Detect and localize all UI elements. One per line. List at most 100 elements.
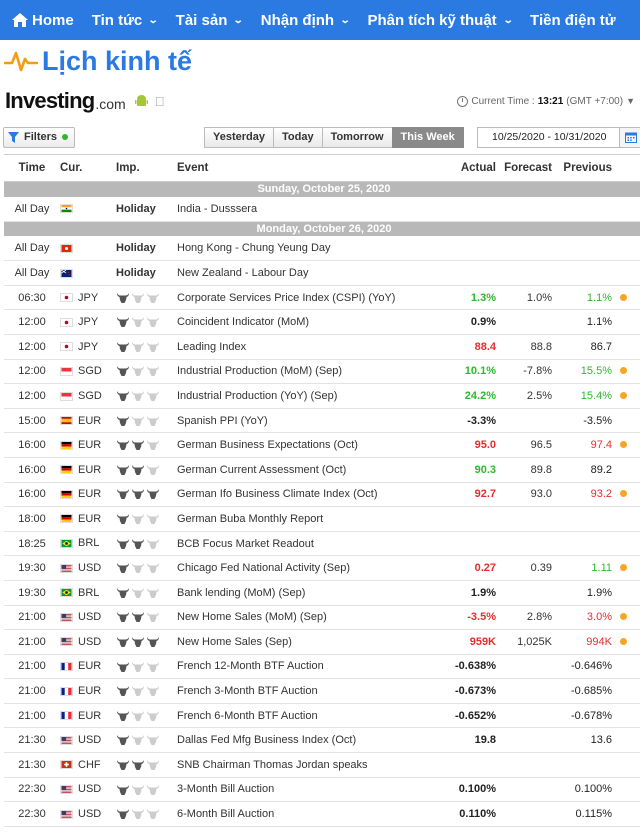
- event-name[interactable]: German Ifo Business Climate Index (Oct): [177, 482, 449, 508]
- table-row[interactable]: 19:30 USD Chicago Fed National Activity …: [4, 555, 640, 581]
- tab-today[interactable]: Today: [272, 126, 323, 148]
- table-row[interactable]: All Day Holiday India - Dusssera: [4, 196, 640, 222]
- bull-icon-empty: [147, 686, 159, 697]
- table-row[interactable]: 15:00 EUR Spanish PPI (YoY) -3.3% -3.5%: [4, 408, 640, 434]
- bull-icon-filled: [117, 366, 129, 377]
- bull-icon-empty: [147, 292, 159, 303]
- table-row[interactable]: 12:00 JPY Coincident Indicator (MoM) 0.9…: [4, 309, 640, 335]
- filters-button[interactable]: Filters: [3, 126, 76, 148]
- table-row[interactable]: 16:00 EUR German Ifo Business Climate In…: [4, 482, 640, 508]
- event-name[interactable]: New Home Sales (Sep): [177, 629, 449, 655]
- event-name[interactable]: French 12-Month BTF Auction: [177, 654, 449, 680]
- event-name[interactable]: Coincident Indicator (MoM): [177, 309, 449, 335]
- bull-icon-filled: [117, 440, 129, 451]
- event-name[interactable]: Industrial Production (MoM) (Sep): [177, 359, 449, 385]
- event-name[interactable]: Leading Index: [177, 334, 449, 360]
- event-name[interactable]: German Buba Monthly Report: [177, 506, 449, 532]
- nav-item-assets[interactable]: Tài sản ⌄: [167, 12, 252, 29]
- nav-home[interactable]: Home: [0, 12, 83, 29]
- table-row[interactable]: 21:00 EUR French 6-Month BTF Auction -0.…: [4, 703, 640, 729]
- currency-code: EUR: [78, 414, 102, 427]
- event-name[interactable]: French 3-Month BTF Auction: [177, 678, 449, 704]
- event-name[interactable]: New Home Sales (MoM) (Sep): [177, 605, 449, 631]
- currency-code: SGD: [78, 390, 102, 402]
- table-row[interactable]: 18:00 EUR German Buba Monthly Report: [4, 506, 640, 532]
- bull-icon-empty: [132, 513, 144, 524]
- event-name[interactable]: French 6-Month BTF Auction: [177, 703, 449, 729]
- table-row[interactable]: 18:25 BRL BCB Focus Market Readout: [4, 531, 640, 557]
- event-name[interactable]: Corporate Services Price Index (CSPI) (Y…: [177, 285, 449, 311]
- bull-icon-filled: [132, 440, 144, 451]
- table-row[interactable]: 12:00 JPY Leading Index 88.4 88.8 86.7: [4, 334, 640, 360]
- event-name[interactable]: German Current Assessment (Oct): [177, 457, 449, 483]
- revised-indicator-icon: [620, 637, 627, 645]
- tab-this-week[interactable]: This Week: [391, 126, 464, 148]
- chevron-down-icon: ⌄: [339, 14, 351, 26]
- nav-item-crypto[interactable]: Tiền điện tử: [521, 12, 625, 29]
- nav-item-technical[interactable]: Phân tích kỹ thuật ⌄: [358, 12, 521, 29]
- table-row[interactable]: 22:30 USD 6-Month Bill Auction 0.110% 0.…: [4, 801, 640, 827]
- investing-logo[interactable]: Investing .com : [5, 88, 164, 114]
- table-row[interactable]: 16:00 EUR German Current Assessment (Oct…: [4, 457, 640, 483]
- timezone-selector[interactable]: (GMT +7:00): [566, 95, 624, 107]
- event-name[interactable]: German Business Expectations (Oct): [177, 432, 449, 458]
- event-name[interactable]: 3-Month Bill Auction: [177, 777, 449, 803]
- event-name[interactable]: Chicago Fed National Activity (Sep): [177, 555, 449, 581]
- table-row[interactable]: 16:00 EUR German Business Expectations (…: [4, 432, 640, 458]
- importance-rating: [116, 334, 177, 360]
- calendar-button[interactable]: [619, 126, 640, 148]
- importance-rating: [116, 703, 177, 729]
- table-row[interactable]: 22:30 USD 3-Month Bill Auction 0.100% 0.…: [4, 777, 640, 803]
- table-row[interactable]: 21:30 USD Dallas Fed Mfg Business Index …: [4, 727, 640, 754]
- table-row[interactable]: 12:00 SGD Industrial Production (YoY) (S…: [4, 383, 640, 409]
- bull-icon-filled: [117, 710, 129, 721]
- table-row[interactable]: 21:00 USD New Home Sales (Sep) 959K 1,02…: [4, 629, 640, 655]
- table-row[interactable]: All Day Holiday New Zealand - Labour Day: [4, 260, 640, 286]
- table-row[interactable]: 19:30 BRL Bank lending (MoM) (Sep) 1.9% …: [4, 580, 640, 606]
- importance-rating: [116, 531, 177, 557]
- importance-rating: [116, 727, 177, 754]
- apple-icon[interactable]: : [155, 94, 165, 109]
- table-row[interactable]: 06:30 JPY Corporate Services Price Index…: [4, 285, 640, 311]
- event-name[interactable]: Industrial Production (YoY) (Sep): [177, 383, 449, 409]
- android-icon[interactable]: [134, 94, 148, 108]
- forecast-value: 2.5%: [496, 383, 552, 409]
- event-name[interactable]: India - Dusssera: [177, 196, 449, 222]
- column-header-importance: Imp.: [116, 154, 177, 182]
- event-name[interactable]: SNB Chairman Thomas Jordan speaks: [177, 752, 449, 778]
- event-name[interactable]: Hong Kong - Chung Yeung Day: [177, 236, 449, 262]
- event-name[interactable]: Spanish PPI (YoY): [177, 408, 449, 434]
- nav-item-analysis[interactable]: Nhận định ⌄: [252, 12, 359, 29]
- revision-cell: [612, 580, 640, 606]
- table-row[interactable]: 21:30 CHF SNB Chairman Thomas Jordan spe…: [4, 752, 640, 778]
- previous-value: 13.6: [552, 727, 612, 754]
- importance-rating: [116, 777, 177, 803]
- actual-value: [449, 531, 496, 557]
- chevron-down-icon[interactable]: ▼: [626, 96, 635, 106]
- event-name[interactable]: New Zealand - Labour Day: [177, 260, 449, 286]
- event-name[interactable]: 6-Month Bill Auction: [177, 801, 449, 827]
- importance-rating: [116, 605, 177, 631]
- revision-cell: [612, 383, 640, 409]
- event-time: 12:00: [4, 334, 60, 360]
- event-name[interactable]: BCB Focus Market Readout: [177, 531, 449, 557]
- table-row[interactable]: 12:00 SGD Industrial Production (MoM) (S…: [4, 359, 640, 385]
- bull-icon-empty: [147, 391, 159, 401]
- tab-yesterday[interactable]: Yesterday: [204, 126, 274, 148]
- currency-cell: EUR: [60, 408, 116, 434]
- nav-item-news[interactable]: Tin tức ⌄: [83, 12, 167, 29]
- column-header-previous: Previous: [552, 154, 612, 182]
- table-row[interactable]: 21:00 EUR French 12-Month BTF Auction -0…: [4, 654, 640, 680]
- table-row[interactable]: 21:00 USD New Home Sales (MoM) (Sep) -3.…: [4, 605, 640, 631]
- flag-us-icon: [60, 637, 73, 647]
- event-name[interactable]: Dallas Fed Mfg Business Index (Oct): [177, 727, 449, 754]
- current-time: Current Time : 13:21 (GMT +7:00) ▼: [457, 95, 635, 107]
- column-header-forecast: Forecast: [496, 154, 552, 182]
- event-name[interactable]: Bank lending (MoM) (Sep): [177, 580, 449, 606]
- date-range-input[interactable]: 10/25/2020 - 10/31/2020: [477, 126, 622, 148]
- table-row[interactable]: 21:00 EUR French 3-Month BTF Auction -0.…: [4, 678, 640, 704]
- bull-icon-empty: [132, 661, 144, 672]
- event-time: 15:00: [4, 408, 60, 434]
- table-row[interactable]: All Day Holiday Hong Kong - Chung Yeung …: [4, 236, 640, 262]
- tab-tomorrow[interactable]: Tomorrow: [321, 126, 393, 148]
